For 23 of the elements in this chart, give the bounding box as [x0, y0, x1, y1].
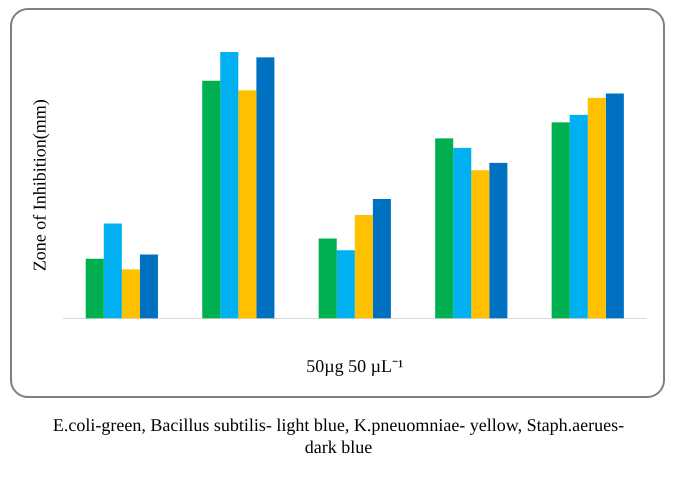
bar: [140, 254, 158, 318]
y-axis-title: Zone of Inhibition(mm): [30, 99, 50, 272]
bar: [489, 162, 508, 318]
bar: [354, 215, 373, 318]
bar: [318, 238, 337, 318]
bar: [471, 170, 490, 318]
text: E.coli-green, Bacillus subtilis- light blue, K.pneuomniae- yellow, Staph.aerues- dark blue: [52, 414, 626, 458]
bar: [606, 94, 624, 318]
bar: [86, 258, 104, 318]
bar: [372, 199, 391, 318]
bar: [570, 114, 588, 318]
bar: [104, 224, 122, 318]
bar: [220, 52, 238, 318]
bar: [238, 90, 256, 318]
x-axis-title: 50µg 50 µL⁻¹: [306, 356, 404, 376]
bar: [588, 98, 606, 318]
bar: [336, 250, 355, 318]
bar: [202, 80, 220, 318]
bar: [256, 57, 274, 318]
bar: [453, 148, 472, 318]
bar: [552, 122, 570, 318]
bar: [435, 138, 454, 318]
bar: [122, 269, 140, 318]
